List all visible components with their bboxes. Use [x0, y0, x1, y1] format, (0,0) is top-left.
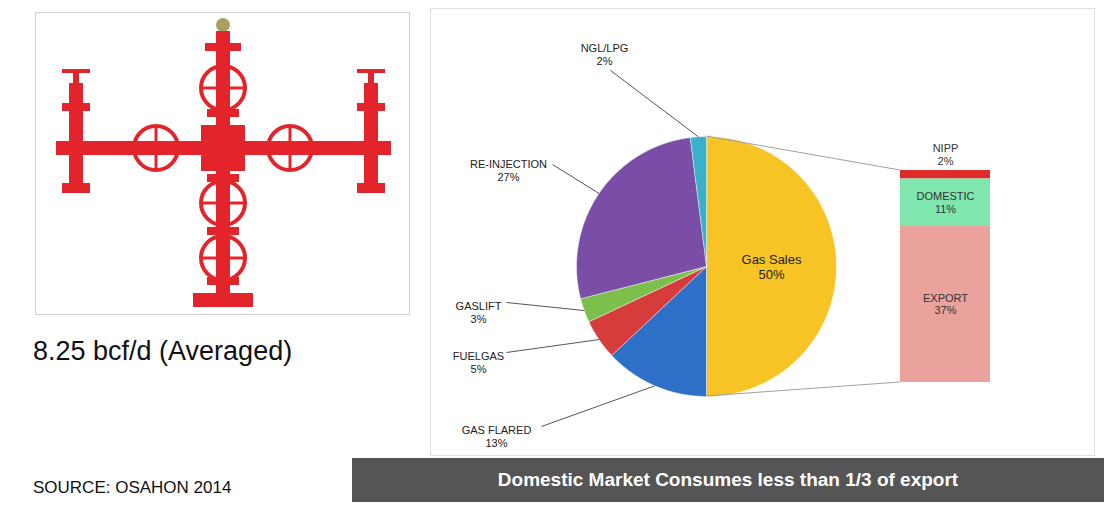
html-text:8.25 bcf/d (Averaged): 8.25 bcf/d (Averaged)	[33, 336, 293, 366]
svg-text:Gas Sales50%: Gas Sales50%	[742, 252, 802, 282]
svg-text:GASLIFT3%: GASLIFT3%	[456, 300, 502, 325]
svg-text:NIPP2%: NIPP2%	[933, 142, 959, 167]
html-text:SOURCE: OSAHON 2014: SOURCE: OSAHON 2014	[33, 478, 232, 497]
svg-text:EXPORT37%: EXPORT37%	[923, 292, 968, 317]
svg-text:DOMESTIC11%: DOMESTIC11%	[916, 190, 974, 215]
svg-text:FUELGAS5%: FUELGAS5%	[453, 350, 504, 375]
html-text:Domestic Market Consumes less: Domestic Market Consumes less than 1/3 o…	[497, 469, 959, 490]
svg-text:NGL/LPG2%: NGL/LPG2%	[581, 42, 629, 67]
svg-text:GAS FLARED13%: GAS FLARED13%	[462, 424, 532, 449]
svg-text:RE-INJECTION27%: RE-INJECTION27%	[470, 158, 547, 183]
